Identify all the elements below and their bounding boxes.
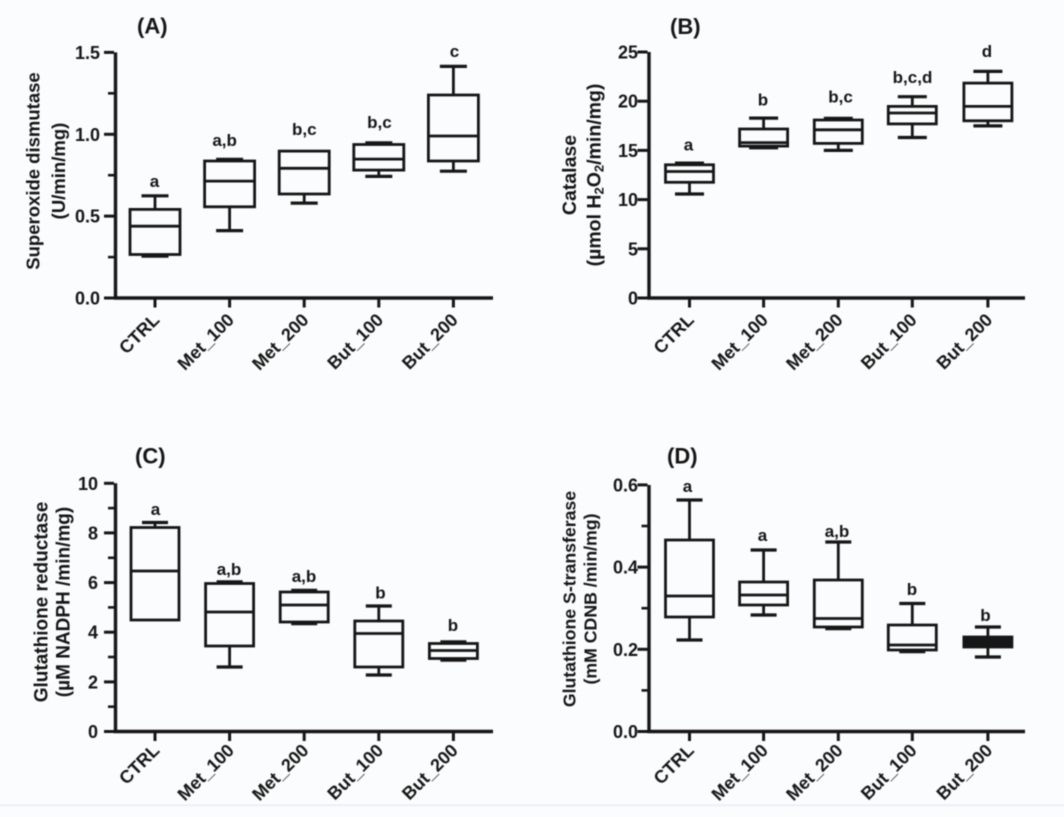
svg-text:a,b: a,b bbox=[212, 131, 237, 150]
svg-text:b,c: b,c bbox=[367, 113, 392, 132]
svg-text:(µmol H2O2/min/mg): (µmol H2O2/min/mg) bbox=[584, 84, 607, 267]
svg-text:b,c,d: b,c,d bbox=[893, 68, 933, 87]
svg-text:a: a bbox=[150, 172, 160, 191]
svg-text:b: b bbox=[375, 584, 385, 603]
svg-text:a: a bbox=[151, 500, 161, 519]
svg-text:1.0: 1.0 bbox=[75, 125, 100, 145]
svg-text:8: 8 bbox=[88, 523, 98, 543]
svg-text:10: 10 bbox=[78, 474, 98, 494]
svg-text:Catalase: Catalase bbox=[559, 135, 581, 215]
svg-text:(A): (A) bbox=[137, 14, 168, 39]
svg-text:6: 6 bbox=[88, 573, 98, 593]
svg-text:10: 10 bbox=[618, 190, 638, 210]
svg-text:1.5: 1.5 bbox=[75, 43, 100, 63]
svg-text:0.2: 0.2 bbox=[613, 640, 638, 660]
svg-text:Superoxide dismutase: Superoxide dismutase bbox=[23, 72, 44, 269]
svg-text:(µM NADPH /min/mg): (µM NADPH /min/mg) bbox=[54, 507, 75, 697]
svg-text:25: 25 bbox=[618, 43, 638, 63]
svg-text:d: d bbox=[982, 42, 992, 61]
svg-text:a: a bbox=[684, 136, 694, 155]
svg-text:15: 15 bbox=[618, 141, 638, 161]
svg-text:a,b: a,b bbox=[292, 567, 317, 586]
svg-text:(mM CDNB /min/mg): (mM CDNB /min/mg) bbox=[581, 513, 601, 684]
svg-text:(C): (C) bbox=[135, 443, 166, 468]
svg-text:a,b: a,b bbox=[825, 522, 850, 541]
svg-text:0.5: 0.5 bbox=[75, 207, 100, 227]
svg-text:0.0: 0.0 bbox=[75, 289, 100, 309]
svg-text:0.0: 0.0 bbox=[613, 722, 638, 742]
svg-text:4: 4 bbox=[88, 623, 98, 643]
svg-text:c: c bbox=[450, 42, 459, 61]
svg-text:0: 0 bbox=[628, 289, 638, 309]
svg-text:b: b bbox=[980, 606, 990, 625]
svg-text:b,c: b,c bbox=[828, 88, 853, 107]
svg-text:(B): (B) bbox=[670, 14, 701, 39]
svg-text:5: 5 bbox=[628, 239, 638, 259]
svg-text:b: b bbox=[907, 580, 917, 599]
svg-text:Glutathione S-transferase: Glutathione S-transferase bbox=[560, 491, 580, 707]
svg-text:(U/min/mg): (U/min/mg) bbox=[48, 123, 69, 220]
svg-text:a: a bbox=[683, 477, 693, 496]
svg-text:20: 20 bbox=[618, 92, 638, 112]
svg-text:0.4: 0.4 bbox=[613, 558, 638, 578]
svg-text:Glutathione reductase: Glutathione reductase bbox=[32, 502, 53, 703]
svg-text:(D): (D) bbox=[667, 443, 698, 468]
svg-text:b: b bbox=[758, 91, 768, 110]
svg-text:2: 2 bbox=[88, 672, 98, 692]
svg-text:0: 0 bbox=[88, 722, 98, 742]
svg-text:b,c: b,c bbox=[292, 120, 317, 139]
svg-text:a,b: a,b bbox=[217, 560, 242, 579]
svg-text:0.6: 0.6 bbox=[613, 475, 638, 495]
svg-text:a: a bbox=[758, 526, 768, 545]
svg-text:b: b bbox=[448, 616, 458, 635]
